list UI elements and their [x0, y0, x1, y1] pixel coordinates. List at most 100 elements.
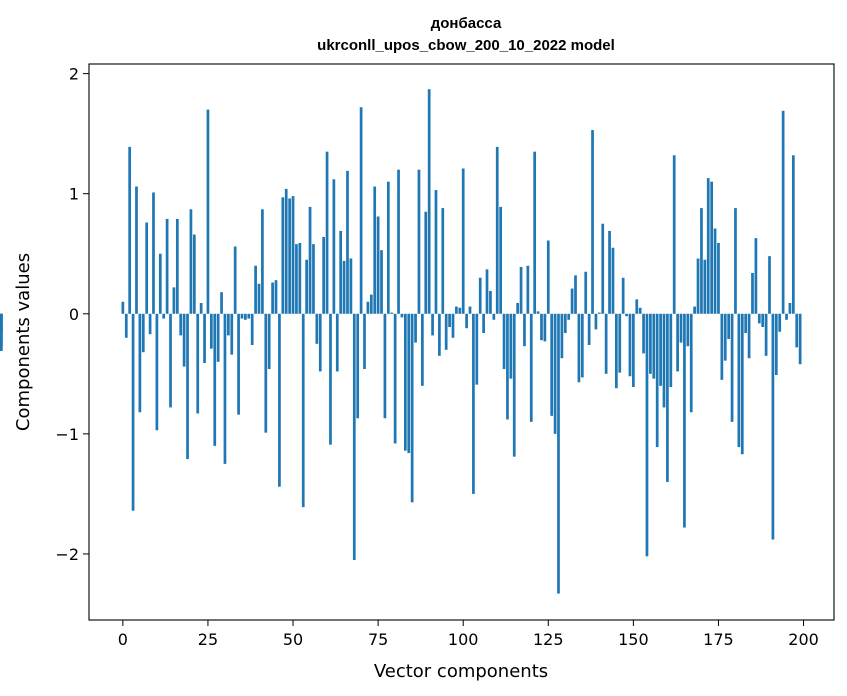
y-tick-label: −1 — [55, 425, 79, 444]
bar-41 — [261, 209, 264, 314]
bar-177 — [723, 313, 727, 361]
bar-93 — [438, 313, 441, 356]
bar-167 — [689, 313, 693, 413]
bar-163 — [676, 313, 679, 372]
y-tick-label: 2 — [69, 65, 79, 84]
bar-174 — [713, 228, 717, 314]
bar-108 — [489, 290, 492, 314]
bar-112 — [502, 313, 506, 370]
bar-13 — [165, 218, 169, 314]
bar-50 — [291, 196, 295, 314]
bar-94 — [441, 208, 445, 314]
bar-168 — [693, 306, 696, 314]
bar-157 — [655, 313, 659, 448]
bar-127 — [553, 313, 557, 434]
bar-39 — [254, 265, 257, 314]
bar-series — [0, 89, 802, 594]
bar-6 — [141, 313, 145, 353]
bar-undefined — [0, 313, 3, 347]
bar-139 — [594, 313, 598, 330]
bar-164 — [679, 313, 683, 343]
bar-141 — [601, 223, 605, 314]
bar-178 — [727, 313, 731, 339]
bar-91 — [431, 313, 434, 336]
bar-29 — [220, 292, 223, 314]
bar-170 — [700, 208, 703, 314]
bar-11 — [158, 253, 162, 314]
bar-63 — [335, 313, 339, 372]
bar-185 — [751, 272, 754, 314]
bar-130 — [563, 313, 567, 333]
bar-140 — [597, 312, 601, 314]
x-axis-label: Vector components — [374, 661, 548, 682]
bar-48 — [284, 188, 288, 314]
bar-92 — [434, 190, 438, 314]
bar-37 — [247, 313, 251, 319]
bar-12 — [162, 313, 166, 319]
bar-118 — [523, 313, 526, 347]
bar-89 — [424, 211, 428, 314]
bar-186 — [754, 238, 758, 314]
bar-79 — [390, 312, 394, 314]
bar-82 — [400, 313, 404, 318]
bar-83 — [403, 313, 407, 451]
bar-60 — [325, 151, 329, 314]
bar-24 — [203, 313, 206, 364]
bar-150 — [632, 313, 635, 388]
bar-70 — [359, 107, 363, 314]
bar-31 — [227, 313, 230, 336]
bar-122 — [536, 311, 540, 314]
bar-67 — [349, 258, 353, 314]
bar-159 — [662, 313, 666, 408]
bar-188 — [761, 313, 765, 327]
bar-172 — [706, 178, 710, 314]
bar-148 — [625, 313, 628, 317]
bar-125 — [546, 240, 550, 314]
bar-9 — [152, 192, 155, 314]
bar-66 — [346, 170, 349, 314]
bar-8 — [148, 313, 152, 335]
bar-18 — [182, 313, 186, 367]
x-tick-label: 75 — [368, 630, 388, 649]
bar-44 — [271, 282, 274, 314]
bar-47 — [281, 197, 285, 314]
bar-7 — [145, 222, 149, 314]
bar-53 — [301, 313, 305, 508]
bar-152 — [638, 307, 642, 314]
bar-59 — [322, 236, 326, 314]
bar-65 — [342, 260, 346, 314]
bar-110 — [495, 146, 499, 314]
y-tick-label: −2 — [55, 545, 79, 564]
bar-25 — [206, 109, 210, 314]
bar-55 — [308, 206, 312, 314]
bar-138 — [591, 130, 594, 314]
bar-95 — [444, 313, 448, 350]
bar-176 — [720, 313, 724, 380]
bar-137 — [587, 313, 591, 345]
bar-146 — [618, 313, 622, 373]
bar-135 — [580, 313, 584, 378]
bar-88 — [421, 313, 424, 386]
bar-147 — [621, 277, 625, 314]
bar-104 — [475, 313, 479, 385]
bar-76 — [380, 250, 383, 314]
bar-84 — [407, 313, 411, 454]
bar-52 — [298, 242, 302, 314]
bar-72 — [366, 301, 370, 314]
bar-26 — [209, 313, 213, 349]
bar-149 — [628, 313, 632, 377]
bar-10 — [155, 313, 159, 431]
bar-98 — [455, 306, 458, 314]
bar-85 — [410, 313, 414, 503]
bar-166 — [686, 313, 690, 347]
bar-90 — [427, 89, 431, 314]
bar-61 — [329, 313, 332, 445]
bar-128 — [557, 313, 560, 594]
bar-68 — [352, 313, 356, 560]
y-axis-label: Components values — [13, 253, 34, 431]
bar-107 — [485, 269, 489, 314]
bar-194 — [781, 110, 785, 314]
bar-145 — [614, 313, 618, 389]
bar-109 — [492, 313, 496, 320]
